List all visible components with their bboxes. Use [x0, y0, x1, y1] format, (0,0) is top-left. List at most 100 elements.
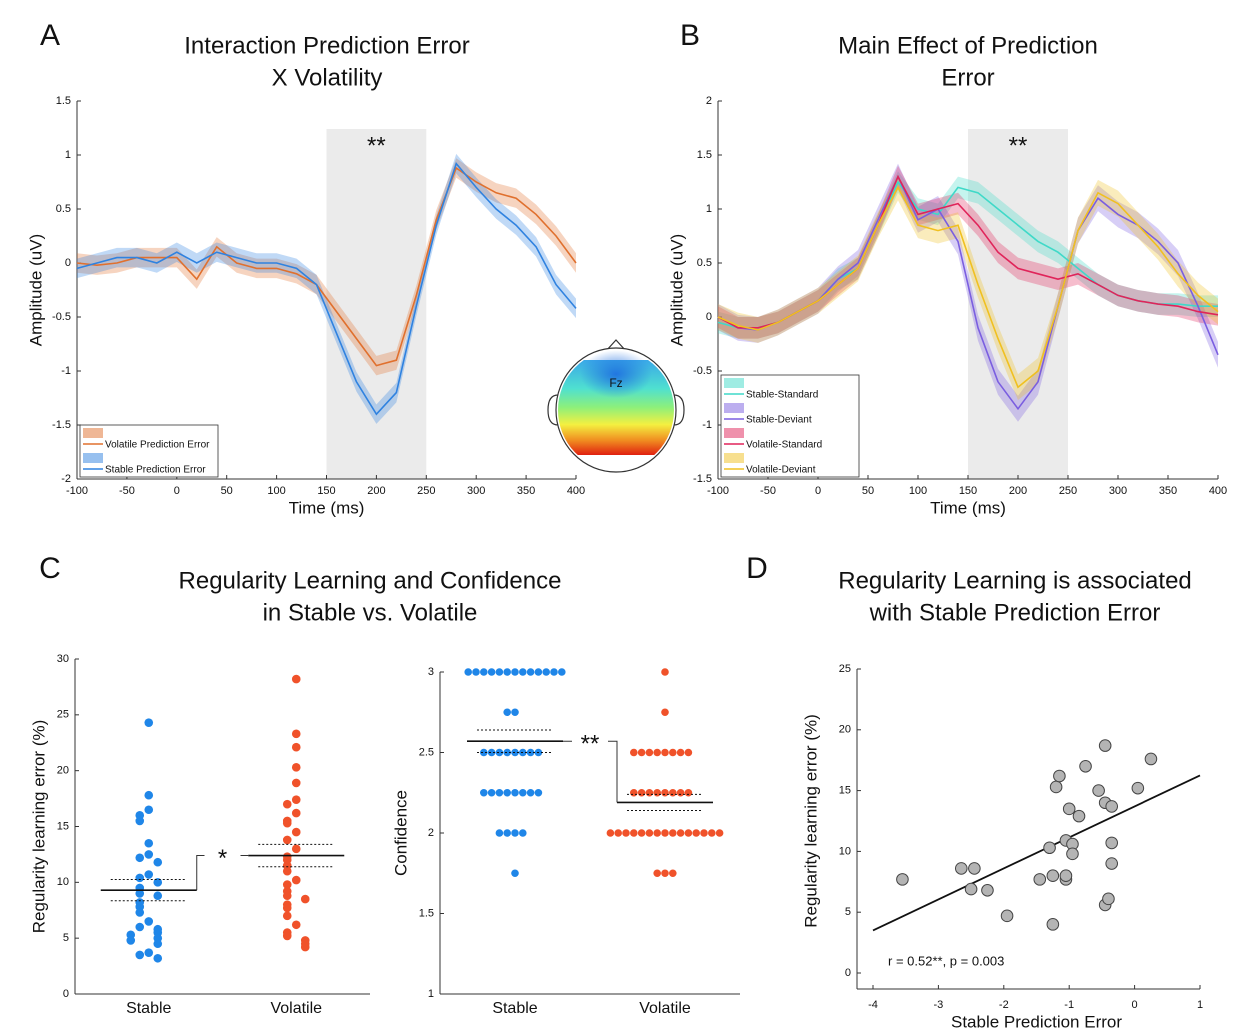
data-point: [637, 788, 646, 797]
data-point: [653, 869, 661, 878]
data-point: [282, 880, 292, 889]
legend-label: Volatile-Standard: [746, 440, 822, 451]
data-point: [153, 953, 163, 963]
data-point: [135, 922, 145, 932]
y-tick-label: 2.5: [419, 746, 434, 758]
data-point: [1046, 869, 1060, 883]
data-point: [300, 894, 310, 904]
data-point: [135, 816, 145, 826]
data-point: [282, 891, 292, 901]
data-point: [511, 708, 519, 717]
data-point: [1053, 769, 1066, 783]
data-point: [645, 829, 654, 837]
highlight-window: [326, 129, 427, 479]
data-point: [495, 748, 504, 757]
data-point: [700, 829, 708, 837]
data-point: [1072, 809, 1086, 823]
data-point: [715, 829, 724, 837]
x-axis-label: Time (ms): [930, 498, 1006, 517]
y-tick-label: 10: [57, 876, 69, 888]
y-tick-label: -1: [702, 419, 712, 431]
legend-swatch: [83, 453, 103, 463]
y-tick-label: 5: [845, 906, 851, 918]
data-point: [153, 939, 163, 949]
chart-title: in Stable vs. Volatile: [263, 599, 478, 626]
x-tick-label: 1: [1197, 999, 1203, 1011]
x-tick-label: 100: [909, 485, 927, 497]
data-point: [144, 917, 154, 926]
x-tick-label: 400: [1209, 485, 1227, 497]
x-tick-label: -4: [868, 999, 878, 1011]
data-point: [511, 869, 519, 878]
data-point: [676, 788, 685, 797]
x-tick-label: 300: [1109, 485, 1127, 497]
significance-label: *: [218, 845, 227, 872]
data-point: [291, 808, 301, 818]
data-point: [1079, 759, 1092, 773]
panel-label: D: [746, 552, 768, 585]
data-point: [534, 788, 543, 797]
data-point: [144, 805, 154, 815]
x-tick-label: 100: [267, 485, 285, 497]
series-line: [717, 185, 1219, 389]
data-point: [954, 862, 968, 875]
data-point: [144, 870, 154, 879]
data-point: [653, 788, 661, 797]
topomap: Fz: [547, 339, 685, 473]
y-tick-label: -0.5: [52, 311, 71, 323]
y-tick-label: -2: [61, 473, 71, 485]
error-band: [718, 165, 1218, 339]
y-axis-label: Amplitude (uV): [667, 234, 686, 346]
data-point: [472, 668, 480, 676]
x-tick-label: 250: [1059, 485, 1077, 497]
data-point: [661, 668, 669, 676]
y-tick-label: 20: [57, 765, 69, 777]
x-tick-label: 0: [1132, 999, 1138, 1011]
data-point: [282, 911, 292, 921]
data-point: [1102, 892, 1115, 906]
data-point: [135, 950, 145, 960]
legend-swatch: [724, 403, 744, 413]
data-point: [637, 829, 646, 837]
data-point: [144, 790, 154, 800]
y-tick-label: 25: [57, 709, 69, 721]
legend-swatch: [724, 453, 744, 463]
legend-swatch: [724, 378, 744, 388]
data-point: [542, 668, 550, 676]
y-tick-label: 1: [706, 203, 712, 215]
data-point: [495, 668, 504, 676]
data-point: [282, 799, 292, 809]
significance-label: **: [367, 132, 386, 159]
data-point: [684, 829, 693, 837]
error-band: [718, 171, 1218, 339]
data-point: [291, 778, 301, 788]
data-point: [534, 668, 543, 676]
data-point: [661, 829, 669, 837]
y-tick-label: 0.5: [697, 257, 712, 269]
chart-title: with Stable Prediction Error: [869, 599, 1161, 626]
y-tick-label: 15: [57, 820, 69, 832]
x-tick-label: -50: [119, 485, 135, 497]
data-point: [896, 873, 909, 886]
x-tick-label: 50: [862, 485, 874, 497]
y-tick-label: -1.5: [52, 419, 71, 431]
legend-label: Stable-Deviant: [746, 415, 812, 426]
legend-swatch: [724, 428, 744, 438]
data-point: [684, 748, 693, 757]
data-point: [1043, 841, 1056, 855]
y-tick-label: -1.5: [693, 473, 712, 485]
data-point: [1046, 918, 1060, 931]
data-point: [1062, 802, 1076, 816]
legend-label: Stable Prediction Error: [105, 465, 206, 476]
data-point: [464, 668, 473, 676]
y-tick-label: 0: [65, 257, 71, 269]
data-point: [1131, 781, 1145, 795]
x-tick-label: 300: [467, 485, 485, 497]
annotation: r = 0.52**, p = 0.003: [888, 953, 1004, 968]
chart-title: X Volatility: [272, 64, 383, 91]
chart-title: Error: [941, 64, 994, 91]
x-tick-label: Stable: [126, 1000, 171, 1017]
y-axis-label: Confidence: [391, 790, 410, 876]
y-tick-label: 0: [845, 967, 851, 979]
